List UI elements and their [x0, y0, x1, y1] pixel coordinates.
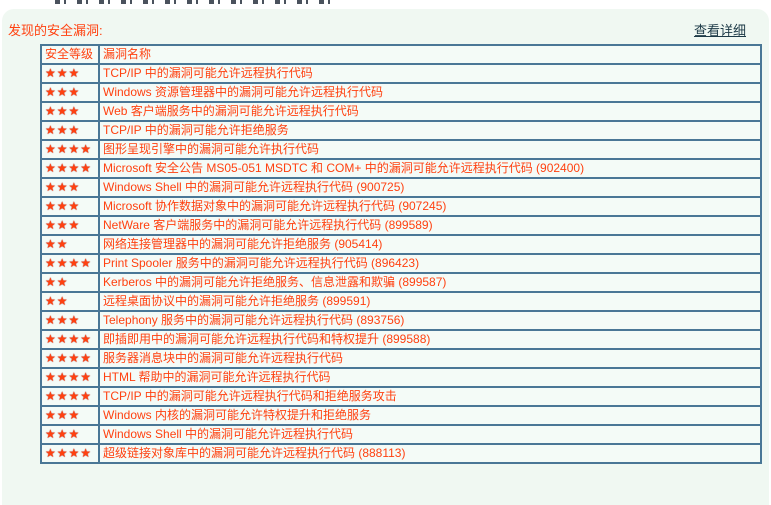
vulnerability-name: Print Spooler 服务中的漏洞可能允许远程执行代码 (896423): [98, 253, 762, 274]
vulnerability-name: TCP/IP 中的漏洞可能允许远程执行代码: [98, 63, 762, 84]
severity-stars: ★★★: [40, 63, 100, 84]
severity-stars: ★★★: [40, 215, 100, 236]
severity-stars: ★★★: [40, 120, 100, 141]
vulnerability-name: Windows Shell 中的漏洞可能允许远程执行代码: [98, 424, 762, 445]
table-row: ★★★★ HTML 帮助中的漏洞可能允许远程执行代码: [40, 367, 762, 388]
vulnerability-name: Windows Shell 中的漏洞可能允许远程执行代码 (900725): [98, 177, 762, 198]
table-row: ★★★ Windows Shell 中的漏洞可能允许远程执行代码: [40, 424, 762, 445]
table-row: ★★★★ Print Spooler 服务中的漏洞可能允许远程执行代码 (8964…: [40, 253, 762, 274]
vulnerabilities-table: 安全等级 漏洞名称 ★★★ TCP/IP 中的漏洞可能允许远程执行代码 ★★★ Win…: [40, 44, 762, 464]
name-column-header: 漏洞名称: [98, 44, 762, 65]
severity-stars: ★★★: [40, 405, 100, 426]
vulnerability-name: Kerberos 中的漏洞可能允许拒绝服务、信息泄露和欺骗 (899587): [98, 272, 762, 293]
severity-stars: ★★★★: [40, 253, 100, 274]
severity-stars: ★★★: [40, 177, 100, 198]
table-row: ★★★★ 服务器消息块中的漏洞可能允许远程执行代码: [40, 348, 762, 369]
vulnerability-name: Telephony 服务中的漏洞可能允许远程执行代码 (893756): [98, 310, 762, 331]
table-row: ★★★★ Microsoft 安全公告 MS05-051 MSDTC 和 COM+…: [40, 158, 762, 179]
severity-stars: ★★: [40, 272, 100, 293]
table-header-row: 安全等级 漏洞名称: [40, 44, 762, 65]
severity-stars: ★★: [40, 234, 100, 255]
vulnerability-name: 即插即用中的漏洞可能允许远程执行代码和特权提升 (899588): [98, 329, 762, 350]
severity-stars: ★★★: [40, 310, 100, 331]
table-row: ★★★★ 即插即用中的漏洞可能允许远程执行代码和特权提升 (899588): [40, 329, 762, 350]
vulnerability-name: 网络连接管理器中的漏洞可能允许拒绝服务 (905414): [98, 234, 762, 255]
vulnerability-name: Microsoft 安全公告 MS05-051 MSDTC 和 COM+ 中的漏…: [98, 158, 762, 179]
vulnerability-name: 远程桌面协议中的漏洞可能允许拒绝服务 (899591): [98, 291, 762, 312]
table-row: ★★★ Web 客户端服务中的漏洞可能允许远程执行代码: [40, 101, 762, 122]
severity-stars: ★★★: [40, 101, 100, 122]
table-row: ★★★ Windows Shell 中的漏洞可能允许远程执行代码 (900725): [40, 177, 762, 198]
vulnerability-name: Microsoft 协作数据对象中的漏洞可能允许远程执行代码 (907245): [98, 196, 762, 217]
severity-stars: ★★★★: [40, 443, 100, 464]
severity-stars: ★★★★: [40, 329, 100, 350]
vulnerability-name: 超级链接对象库中的漏洞可能允许远程执行代码 (888113): [98, 443, 762, 464]
table-row: ★★★ TCP/IP 中的漏洞可能允许拒绝服务: [40, 120, 762, 141]
table-row: ★★ 网络连接管理器中的漏洞可能允许拒绝服务 (905414): [40, 234, 762, 255]
severity-column-header: 安全等级: [40, 44, 100, 65]
table-row: ★★★ NetWare 客户端服务中的漏洞可能允许远程执行代码 (899589): [40, 215, 762, 236]
vulnerability-name: NetWare 客户端服务中的漏洞可能允许远程执行代码 (899589): [98, 215, 762, 236]
table-row: ★★ 远程桌面协议中的漏洞可能允许拒绝服务 (899591): [40, 291, 762, 312]
vulnerability-name: Windows 内核的漏洞可能允许特权提升和拒绝服务: [98, 405, 762, 426]
table-row: ★★★★ 超级链接对象库中的漏洞可能允许远程执行代码 (888113): [40, 443, 762, 464]
severity-stars: ★★★★: [40, 367, 100, 388]
table-row: ★★★ Windows 资源管理器中的漏洞可能允许远程执行代码: [40, 82, 762, 103]
page-title: 发现的安全漏洞:: [8, 23, 103, 38]
table-row: ★★★ TCP/IP 中的漏洞可能允许远程执行代码: [40, 63, 762, 84]
vulnerability-name: Web 客户端服务中的漏洞可能允许远程执行代码: [98, 101, 762, 122]
severity-stars: ★★★: [40, 196, 100, 217]
vulnerability-name: TCP/IP 中的漏洞可能允许拒绝服务: [98, 120, 762, 141]
vulnerability-name: HTML 帮助中的漏洞可能允许远程执行代码: [98, 367, 762, 388]
table-row: ★★ Kerberos 中的漏洞可能允许拒绝服务、信息泄露和欺骗 (899587): [40, 272, 762, 293]
severity-stars: ★★: [40, 291, 100, 312]
vulnerability-name: 图形呈现引擎中的漏洞可能允许执行代码: [98, 139, 762, 160]
clipped-text-fragments: [55, 0, 333, 4]
vulnerability-name: Windows 资源管理器中的漏洞可能允许远程执行代码: [98, 82, 762, 103]
table-row: ★★★ Windows 内核的漏洞可能允许特权提升和拒绝服务: [40, 405, 762, 426]
severity-stars: ★★★: [40, 424, 100, 445]
table-row: ★★★ Microsoft 协作数据对象中的漏洞可能允许远程执行代码 (90724…: [40, 196, 762, 217]
severity-stars: ★★★★: [40, 386, 100, 407]
severity-stars: ★★★★: [40, 158, 100, 179]
vulnerability-name: TCP/IP 中的漏洞可能允许远程执行代码和拒绝服务攻击: [98, 386, 762, 407]
severity-stars: ★★★: [40, 82, 100, 103]
table-row: ★★★ Telephony 服务中的漏洞可能允许远程执行代码 (893756): [40, 310, 762, 331]
table-row: ★★★★ 图形呈现引擎中的漏洞可能允许执行代码: [40, 139, 762, 160]
view-details-link[interactable]: 查看详细: [693, 23, 746, 38]
table-row: ★★★★ TCP/IP 中的漏洞可能允许远程执行代码和拒绝服务攻击: [40, 386, 762, 407]
vulnerability-name: 服务器消息块中的漏洞可能允许远程执行代码: [98, 348, 762, 369]
vulnerability-rows: ★★★ TCP/IP 中的漏洞可能允许远程执行代码 ★★★ Windows 资源管理器…: [40, 63, 762, 464]
severity-stars: ★★★★: [40, 139, 100, 160]
severity-stars: ★★★★: [40, 348, 100, 369]
